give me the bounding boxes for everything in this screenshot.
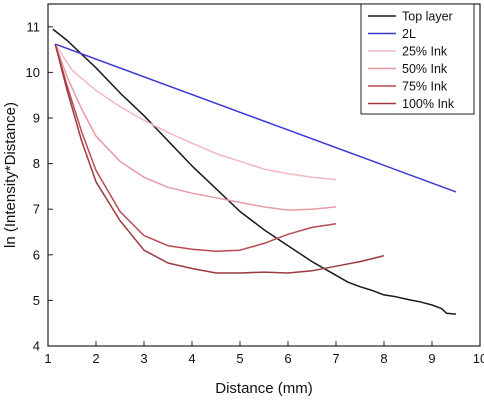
legend: Top layer 2L 25% Ink 50% Ink 75% Ink 100% Ink	[360, 3, 475, 115]
series-line-75-ink	[54, 43, 337, 252]
y-tick-label: 4	[33, 339, 40, 354]
y-tick-label: 6	[33, 247, 40, 262]
y-tick-label: 9	[33, 111, 40, 126]
x-tick-label: 6	[284, 351, 291, 366]
x-tick-label: 7	[332, 351, 339, 366]
y-tick-label: 8	[33, 156, 40, 171]
y-tick-label: 10	[26, 65, 40, 80]
x-tick-label: 9	[428, 351, 435, 366]
series-line-top-layer	[52, 28, 457, 315]
legend-label: Top layer	[402, 10, 453, 24]
series-line-50-ink	[54, 43, 337, 211]
y-tick-label: 7	[33, 202, 40, 217]
x-axis: 1 2 3 4 5 6 7 8 9 10	[44, 341, 484, 366]
x-tick-label: 8	[380, 351, 387, 366]
series-line-2l	[54, 43, 457, 193]
x-tick-label: 4	[188, 351, 195, 366]
legend-box	[360, 3, 475, 115]
x-tick-label: 10	[473, 351, 484, 366]
x-tick-label: 3	[140, 351, 147, 366]
legend-label: 100% Ink	[402, 97, 455, 111]
legend-label: 2L	[402, 27, 416, 41]
y-tick-label: 11	[27, 19, 41, 34]
plot-frame	[47, 3, 481, 347]
y-axis-title: ln (Intensity*Distance)	[2, 102, 19, 248]
y-axis: 4 5 6 7 8 9 10 11	[26, 19, 53, 354]
x-tick-label: 2	[92, 351, 99, 366]
y-tick-label: 5	[33, 293, 40, 308]
series-line-100-ink	[54, 43, 385, 274]
legend-label: 75% Ink	[402, 80, 448, 94]
x-axis-title: Distance (mm)	[215, 380, 313, 397]
series-line-25-ink	[54, 43, 337, 181]
series-layer	[52, 28, 457, 315]
legend-label: 50% Ink	[402, 62, 448, 76]
x-tick-label: 1	[44, 351, 51, 366]
x-tick-label: 5	[236, 351, 243, 366]
legend-label: 25% Ink	[402, 45, 448, 59]
